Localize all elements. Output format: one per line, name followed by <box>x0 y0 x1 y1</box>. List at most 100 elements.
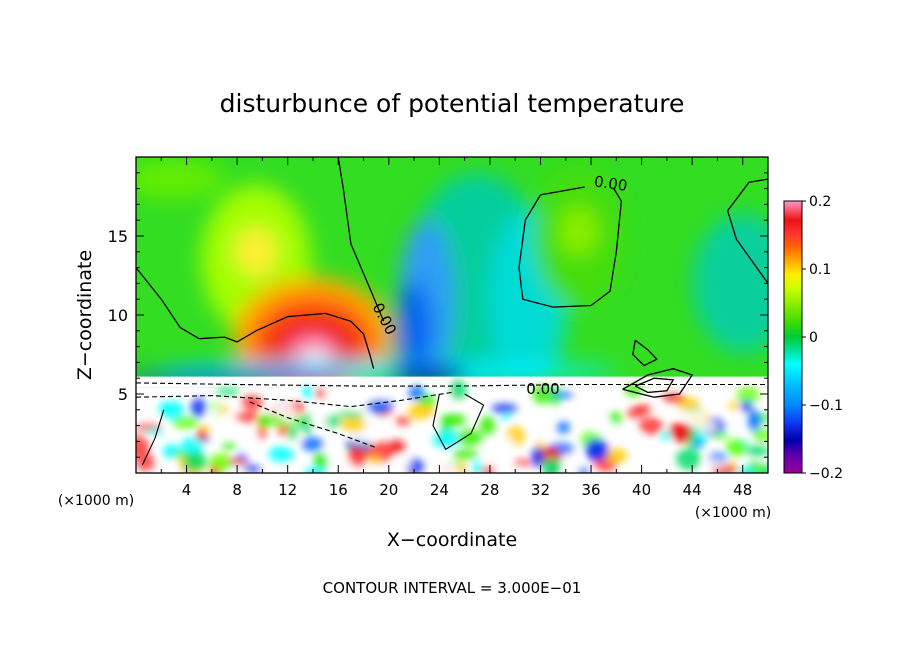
field-speckle <box>221 441 237 450</box>
field-speckle <box>340 416 367 432</box>
contour-interval-note: CONTOUR INTERVAL = 3.000E−01 <box>323 579 582 597</box>
field-speckle <box>638 416 664 435</box>
field-speckle <box>653 407 674 414</box>
field-speckle <box>631 405 654 413</box>
x-unit-right: (×1000 m) <box>695 505 771 521</box>
contour-lower-cell <box>432 393 485 451</box>
colorbar-tick-label: 0.2 <box>809 194 831 210</box>
field-speckle <box>136 435 150 458</box>
field-speckle <box>513 459 531 467</box>
field-speckle <box>313 451 328 469</box>
field-speckle <box>196 428 206 442</box>
field-speckle <box>368 455 382 466</box>
field-speckle <box>711 431 729 440</box>
contour-zero-right <box>518 186 623 308</box>
field-speckle <box>752 428 768 442</box>
field-warm-topleft <box>136 159 224 200</box>
field-speckle <box>226 458 248 465</box>
field-speckle <box>257 414 272 428</box>
x-tick-label: 36 <box>581 481 600 499</box>
heatmap-field <box>136 157 768 473</box>
field-speckle <box>729 401 739 411</box>
field-speckle <box>693 420 718 433</box>
field-speckle <box>183 451 207 472</box>
field-speckle <box>501 414 512 421</box>
field-speckle <box>595 422 616 435</box>
field-speckle <box>605 448 628 463</box>
field-speckle <box>736 387 760 404</box>
field-speckle <box>711 465 739 473</box>
x-tick-label: 28 <box>480 481 499 499</box>
y-tick-label: 10 <box>108 306 128 325</box>
field-speckle <box>552 391 576 399</box>
x-tick-label: 44 <box>683 481 702 499</box>
field-speckle <box>491 403 518 414</box>
field-speckle <box>736 467 756 473</box>
y-tick-label: 15 <box>108 227 128 246</box>
field-speckle <box>220 428 240 438</box>
field-speckle <box>585 439 604 461</box>
field-lower-layer <box>136 379 768 473</box>
field-speckle <box>172 416 200 429</box>
field-speckle <box>301 437 324 452</box>
field-speckle <box>531 446 544 468</box>
field-speckle <box>390 456 412 470</box>
x-unit-left: (×1000 m) <box>58 493 134 509</box>
field-speckle <box>348 434 375 444</box>
x-tick-label: 32 <box>531 481 550 499</box>
y-tick-label: 5 <box>118 385 128 404</box>
field-speckle <box>703 459 726 467</box>
contour-dashed-layer <box>136 382 768 387</box>
field-speckle <box>452 449 479 460</box>
field-speckle <box>437 461 460 473</box>
field-speckle <box>676 448 701 470</box>
field-speckle <box>279 402 296 423</box>
field-speckle <box>310 400 321 415</box>
field-speckle <box>268 446 295 462</box>
colorbar-tick-label: 0.1 <box>809 262 831 278</box>
contour-dashed-shear <box>249 401 377 449</box>
y-axis-ticks: 5 10 15 <box>108 172 768 458</box>
field-speckle <box>394 416 412 426</box>
field-warm-left-core <box>234 226 279 277</box>
field-speckle <box>418 394 436 407</box>
field-speckle <box>572 404 595 413</box>
field-speckle <box>439 412 466 428</box>
field-speckle <box>747 410 761 432</box>
colorbar-tick-label: −0.2 <box>809 466 843 482</box>
contour-zero-edge <box>726 178 768 284</box>
field-speckle <box>215 388 241 396</box>
x-axis-ticks: 4 8 12 16 20 24 28 32 36 40 44 48 <box>160 157 752 499</box>
colorbar-ticks: 0.2 0.1 0 −0.1 −0.2 <box>802 194 843 482</box>
field-speckle <box>287 424 298 441</box>
field-speckle <box>158 401 172 417</box>
field-speckle <box>220 404 229 416</box>
x-tick-label: 24 <box>430 481 449 499</box>
field-speckle <box>210 464 219 473</box>
field-speckle <box>304 467 327 473</box>
contour-right-cluster-2 <box>635 377 675 394</box>
field-speckle <box>563 452 582 473</box>
field-blue-core <box>396 280 433 381</box>
contour-lower-left <box>141 409 165 466</box>
x-tick-label: 40 <box>632 481 651 499</box>
field-speckle <box>479 415 496 436</box>
field-speckle <box>576 386 592 399</box>
field-speckle <box>532 384 553 405</box>
field-speckle <box>740 400 753 412</box>
contour-label: 0.00 <box>593 172 629 194</box>
field-speckle <box>725 438 747 457</box>
colorbar-tick-label: −0.1 <box>809 398 843 414</box>
contour-right-cluster-1 <box>622 368 694 398</box>
field-speckle <box>542 457 563 473</box>
field-speckle <box>745 445 768 457</box>
x-tick-label: 4 <box>182 481 192 499</box>
field-speckle <box>144 428 164 435</box>
x-tick-label: 48 <box>733 481 752 499</box>
contour-label: 0.00 <box>526 380 559 398</box>
contour-dashed-lower <box>136 391 453 408</box>
contour-zero-rising <box>337 157 385 322</box>
field-cool-right <box>692 213 768 354</box>
field-speckle <box>310 415 329 427</box>
